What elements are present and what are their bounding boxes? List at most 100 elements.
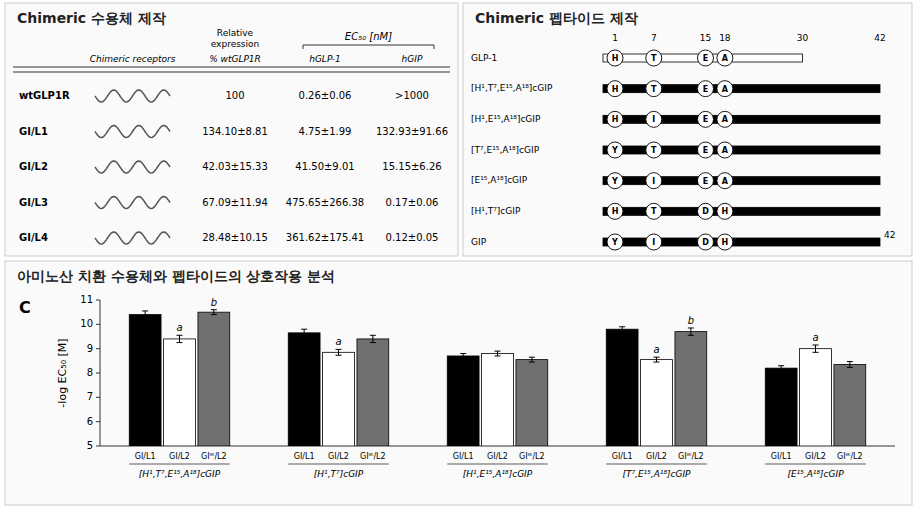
cell: 0.12±0.05 — [386, 232, 439, 243]
cell: 134.10±8.81 — [202, 126, 268, 137]
residue-circle — [697, 234, 713, 250]
residue-circle — [646, 111, 662, 127]
residue-letter: H — [722, 207, 729, 216]
y-tick-label: 8 — [87, 367, 93, 378]
peptide-bar — [603, 115, 880, 123]
peptide-panel — [463, 3, 912, 256]
bar-sublabel: GI/L1 — [294, 452, 315, 461]
y-tick-label: 5 — [87, 440, 93, 451]
residue-circle — [646, 50, 662, 66]
column-header: Relativeexpression — [211, 28, 260, 49]
error-bar — [142, 311, 148, 318]
residue-tick: 15 — [700, 33, 711, 43]
bar-sublabel: GI/L1 — [612, 452, 633, 461]
residue-letter: Y — [611, 177, 618, 186]
error-bar — [813, 345, 819, 352]
residue-letter: T — [651, 85, 657, 94]
peptide-label: GLP-1 — [471, 53, 497, 63]
residue-circle — [646, 81, 662, 97]
receptor-icon — [95, 232, 170, 244]
residue-letter: A — [722, 146, 729, 155]
row-name: GI/L2 — [19, 161, 48, 172]
group-underline — [288, 464, 388, 465]
annotation: a — [335, 336, 341, 347]
residue-letter: I — [652, 115, 655, 124]
group-label: [H¹,T⁷]cGIP — [314, 469, 364, 479]
bar — [288, 333, 320, 446]
row-name: wtGLP1R — [19, 90, 70, 101]
residue-letter: D — [702, 238, 709, 247]
peptide-bar — [603, 238, 880, 246]
error-bar — [847, 362, 853, 368]
y-tick-label: 7 — [87, 391, 93, 402]
residue-circle — [697, 142, 713, 158]
cell: 100 — [225, 90, 244, 101]
receptor-icon — [95, 161, 170, 173]
cell: >1000 — [395, 90, 429, 101]
bar — [834, 364, 866, 446]
figure: Chimeric 수용체 제작Chimeric receptorsRelativ… — [0, 0, 917, 508]
cell: 41.50±9.01 — [295, 161, 354, 172]
cell: 67.09±11.94 — [202, 197, 268, 208]
error-bar — [460, 354, 466, 359]
bar-sublabel: GI/L2 — [169, 452, 190, 461]
residue-tick: 1 — [612, 33, 618, 43]
peptide-label: [E¹⁵,A¹⁸]cGIP — [471, 175, 528, 185]
panel-title: 아미노산 치환 수용체와 펩타이드의 상호작용 분석 — [17, 268, 335, 284]
residue-letter: E — [703, 177, 708, 186]
column-header: Chimeric receptors — [90, 54, 176, 64]
bar — [765, 368, 797, 446]
residue-letter: I — [652, 238, 655, 247]
column-header: EC₅₀ [nM] — [345, 31, 392, 42]
y-tick — [96, 300, 100, 301]
residue-letter: A — [722, 115, 729, 124]
residue-tick: 30 — [797, 33, 809, 43]
residue-circle — [646, 142, 662, 158]
panel-title: Chimeric 펩타이드 제작 — [475, 10, 638, 26]
annotation: b — [211, 297, 217, 308]
cell: 28.48±10.15 — [202, 232, 268, 243]
peptide-label: [H¹,T⁷]cGIP — [471, 206, 521, 216]
bar-panel — [5, 261, 912, 505]
header-rule — [13, 67, 450, 68]
residue-letter: Y — [611, 146, 618, 155]
y-tick — [96, 397, 100, 398]
residue-circle — [717, 142, 733, 158]
y-tick-label: 6 — [87, 416, 93, 427]
residue-circle — [607, 81, 623, 97]
column-header-line: expression — [211, 39, 260, 49]
header-rule — [13, 72, 450, 73]
residue-letter: E — [703, 146, 708, 155]
cell: 4.75±1.99 — [299, 126, 352, 137]
peptide-bar — [603, 177, 880, 185]
group-underline — [129, 464, 229, 465]
residue-circle — [646, 234, 662, 250]
residue-circle — [717, 50, 733, 66]
residue-circle — [697, 50, 713, 66]
residue-tick: 7 — [651, 33, 657, 43]
y-tick-label: 9 — [87, 343, 93, 354]
peptide-label: [H¹,E¹⁵,A¹⁸]cGIP — [471, 114, 541, 124]
column-header: hGLP-1 — [309, 54, 341, 64]
bar — [482, 354, 514, 446]
group-label: [H¹,T⁷,E¹⁵,A¹⁸]cGIP — [139, 469, 221, 479]
cell: 0.26±0.06 — [299, 90, 352, 101]
residue-circle — [697, 203, 713, 219]
residue-circle — [646, 173, 662, 189]
bar — [516, 360, 548, 446]
y-tick — [96, 324, 100, 325]
annotation: a — [176, 322, 182, 333]
table-panel — [5, 3, 458, 256]
bar — [641, 360, 673, 446]
bar-sublabel: GI/L1 — [135, 452, 156, 461]
residue-letter: H — [612, 115, 619, 124]
residue-letter: H — [612, 85, 619, 94]
error-bar — [778, 366, 784, 371]
bars — [129, 312, 865, 446]
bar — [357, 339, 389, 446]
residue-letter: A — [722, 54, 729, 63]
group-label: [H¹,E¹⁵,A¹⁸]cGIP — [463, 469, 533, 479]
bar — [129, 315, 161, 446]
group-label: [E¹⁵,A¹⁸]cGIP — [787, 469, 844, 479]
bar — [164, 339, 196, 446]
